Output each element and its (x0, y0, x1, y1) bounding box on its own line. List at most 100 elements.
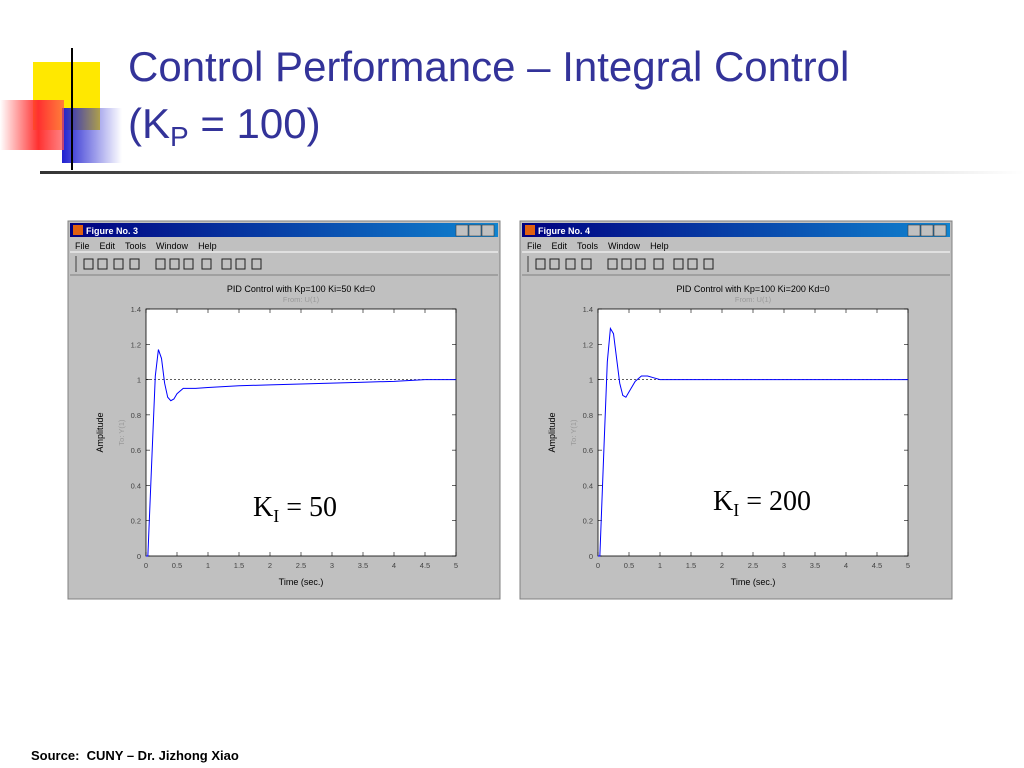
y-axis-label: Amplitude (547, 412, 557, 452)
annotation: KI = 200 (713, 486, 811, 520)
x-tick-label: 4.5 (872, 561, 882, 570)
x-tick-label: 4.5 (420, 561, 430, 570)
toolbar-icon (581, 258, 592, 270)
toolbar-icon (621, 258, 632, 270)
y-tick-label: 1.4 (131, 305, 141, 314)
plot-area (145, 308, 457, 557)
toolbar-icon (221, 258, 232, 270)
annotation: KI = 50 (253, 492, 337, 526)
annotation-part: K (713, 486, 733, 517)
toolbar-icon (535, 258, 546, 270)
x-tick-label: 0 (596, 561, 600, 570)
window-title: Figure No. 3 (86, 226, 138, 236)
toolbar-icon (183, 258, 194, 270)
x-tick-label: 5 (454, 561, 458, 570)
y-tick-label: 0 (137, 552, 141, 561)
x-tick-label: 1 (206, 561, 210, 570)
x-tick-label: 4 (844, 561, 848, 570)
x-tick-label: 3.5 (810, 561, 820, 570)
toolbar-icon (155, 258, 166, 270)
y-axis-label-output: To: Y(1) (569, 419, 578, 446)
x-tick-label: 2 (720, 561, 724, 570)
title-line1: Control Performance – Integral Control (128, 43, 849, 90)
x-axis-label: Time (sec.) (731, 577, 776, 587)
title-part: = 100) (189, 100, 321, 147)
y-tick-label: 0 (589, 552, 593, 561)
toolbar-icon (607, 258, 618, 270)
menu-item: File (75, 241, 90, 251)
y-tick-label: 1.2 (131, 340, 141, 349)
chart-title: PID Control with Kp=100 Ki=200 Kd=0 (676, 284, 829, 294)
annotation-subscript: I (273, 506, 279, 526)
annotation-part: = 200 (739, 486, 811, 517)
source: Source: CUNY – Dr. Jizhong Xiao (31, 748, 239, 763)
window-icon (73, 225, 83, 235)
annotation-part: K (253, 492, 273, 523)
toolbar-icon (129, 258, 140, 270)
y-tick-label: 0.2 (131, 517, 141, 526)
response-line (598, 326, 908, 557)
menu-item: Window (608, 241, 641, 251)
y-tick-label: 1 (589, 376, 593, 385)
y-tick-label: 0.8 (583, 411, 593, 420)
toolbar-icon (703, 258, 714, 270)
y-tick-label: 1.4 (583, 305, 593, 314)
x-tick-label: 1.5 (234, 561, 244, 570)
plot-area (597, 308, 909, 557)
window-button-min (907, 224, 921, 237)
toolbar-icon (169, 258, 180, 270)
y-tick-label: 0.4 (131, 481, 141, 490)
menu-item: Tools (125, 241, 147, 251)
title-bar (522, 223, 950, 237)
title-line2: (KP = 100) (128, 100, 321, 152)
y-tick-label: 0.6 (131, 446, 141, 455)
y-tick-label: 1.2 (583, 340, 593, 349)
y-tick-label: 0.8 (131, 411, 141, 420)
x-tick-label: 3.5 (358, 561, 368, 570)
window-button-close (933, 224, 947, 237)
toolbar-icon (635, 258, 646, 270)
y-tick-label: 1 (137, 376, 141, 385)
window-button-min (455, 224, 469, 237)
y-axis-label: Amplitude (95, 412, 105, 452)
x-tick-label: 5 (906, 561, 910, 570)
y-tick-label: 0.2 (583, 517, 593, 526)
menu-item: Edit (100, 241, 116, 251)
menu-item: Window (156, 241, 189, 251)
x-tick-label: 3 (330, 561, 334, 570)
window-icon (525, 225, 535, 235)
x-axis-label: Time (sec.) (279, 577, 324, 587)
window-title: Figure No. 4 (538, 226, 590, 236)
toolbar-icon (113, 258, 124, 270)
chart-subtitle: From: U(1) (283, 295, 320, 304)
toolbar-icon (83, 258, 94, 270)
x-tick-label: 2.5 (296, 561, 306, 570)
toolbar-icon (673, 258, 684, 270)
x-tick-label: 0.5 (624, 561, 634, 570)
x-tick-label: 2.5 (748, 561, 758, 570)
title-subscript: P (170, 121, 189, 152)
title-rule (40, 171, 1024, 174)
toolbar-icon (687, 258, 698, 270)
window-button-max (920, 224, 934, 237)
toolbar-icon (549, 258, 560, 270)
menu-item: Tools (577, 241, 599, 251)
menu-item: Edit (552, 241, 568, 251)
y-tick-label: 0.4 (583, 481, 593, 490)
x-tick-label: 3 (782, 561, 786, 570)
window-button-close (481, 224, 495, 237)
toolbar-icon (251, 258, 262, 270)
x-tick-label: 4 (392, 561, 396, 570)
toolbar-icon (97, 258, 108, 270)
x-tick-label: 0.5 (172, 561, 182, 570)
chart-subtitle: From: U(1) (735, 295, 772, 304)
toolbar-icon (201, 258, 212, 270)
chart-title: PID Control with Kp=100 Ki=50 Kd=0 (227, 284, 375, 294)
x-tick-label: 1 (658, 561, 662, 570)
toolbar-icon (565, 258, 576, 270)
toolbar-icon (653, 258, 664, 270)
title-bar (70, 223, 498, 237)
menu-item: File (527, 241, 542, 251)
